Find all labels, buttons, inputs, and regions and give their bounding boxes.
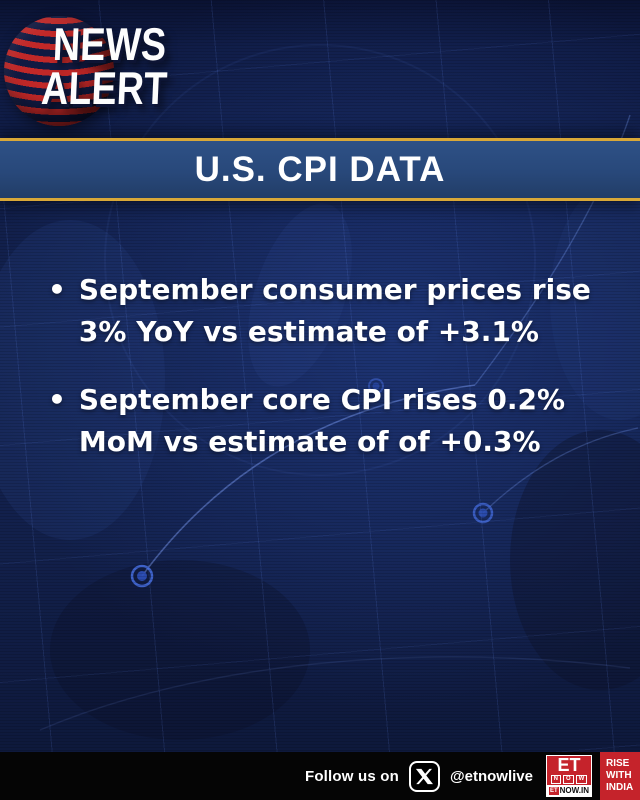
bullet-list: • September consumer prices rise 3% YoY v…: [48, 269, 620, 489]
network-node-icon: [472, 502, 494, 524]
bullet-dot-icon: •: [48, 273, 66, 306]
bullet-text-1: September consumer prices rise 3% YoY vs …: [78, 273, 591, 348]
footer-bar: Follow us on @etnowlive ET N O W ET NOW.…: [0, 752, 640, 800]
etnow-logo-now: N O W: [547, 775, 591, 784]
bullet-item-1: • September consumer prices rise 3% YoY v…: [48, 269, 620, 353]
etnow-site-strip: ET NOW.IN: [547, 785, 591, 796]
news-alert-wordmark: NEWS ALERT: [40, 18, 170, 114]
bullet-text-2: September core CPI rises 0.2% MoM vs esti…: [78, 383, 565, 458]
bullet-dot-icon: •: [48, 383, 66, 416]
page-title: U.S. CPI DATA: [194, 149, 446, 189]
bullet-item-2: • September core CPI rises 0.2% MoM vs es…: [48, 379, 620, 463]
network-node-icon: [368, 378, 384, 394]
headline-bar: U.S. CPI DATA: [0, 138, 640, 201]
x-social-icon: [409, 760, 441, 792]
follow-us-label: Follow us on: [304, 767, 400, 785]
etnow-logo: ET N O W ET NOW.IN: [546, 755, 592, 797]
tagline-rise-with-india: RISE WITH INDIA: [600, 752, 640, 800]
social-handle: @etnowlive: [450, 767, 533, 785]
network-node-icon: [130, 564, 154, 588]
news-alert-logo: NEWS ALERT: [0, 8, 230, 133]
globe-icon: [4, 16, 114, 126]
etnow-logo-et: ET: [557, 755, 581, 775]
news-alert-line2: ALERT: [40, 62, 169, 114]
